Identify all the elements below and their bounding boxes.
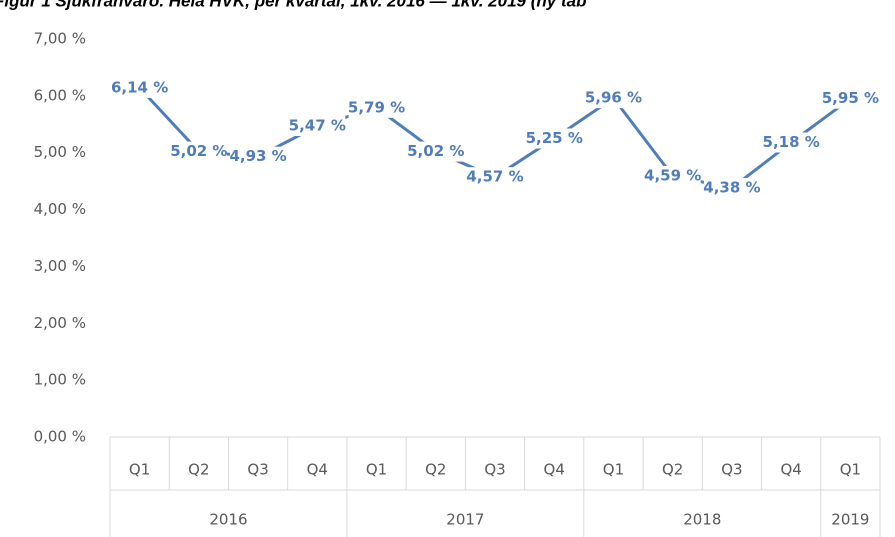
x-tick-label: Q1 — [366, 461, 387, 479]
data-label: 5,18 % — [763, 133, 820, 151]
data-label: 6,14 % — [111, 78, 168, 96]
data-label-bg — [763, 132, 820, 153]
data-label: 4,57 % — [466, 168, 523, 186]
data-label-bg — [585, 88, 642, 109]
data-label-bg — [111, 77, 168, 98]
x-tick-label: Q4 — [544, 461, 565, 479]
data-label-bg — [822, 88, 879, 109]
data-label-bg — [644, 166, 701, 187]
data-label: 5,79 % — [348, 98, 405, 116]
group-label: 2017 — [446, 511, 484, 529]
y-tick-label: 1,00 % — [34, 371, 86, 389]
data-label: 5,02 % — [407, 142, 464, 160]
x-tick-label: Q4 — [780, 461, 801, 479]
group-label: 2018 — [683, 511, 721, 529]
x-tick-label: Q2 — [188, 461, 209, 479]
data-label-bg — [467, 167, 523, 188]
x-tick-label: Q3 — [484, 461, 505, 479]
y-tick-label: 0,00 % — [34, 428, 86, 446]
chart-title: Figur 1 Sjukfrånvaro. Hela HVK, per kvar… — [0, 0, 586, 10]
data-label-bg — [526, 128, 583, 149]
y-tick-label: 2,00 % — [34, 314, 86, 332]
data-label-bg — [289, 115, 346, 136]
x-tick-label: Q2 — [662, 461, 683, 479]
data-label-bg — [230, 146, 287, 167]
y-tick-label: 5,00 % — [34, 143, 86, 161]
x-tick-label: Q2 — [425, 461, 446, 479]
data-label: 5,95 % — [822, 89, 879, 107]
y-tick-label: 4,00 % — [34, 200, 86, 218]
data-label-bg — [407, 141, 464, 162]
data-label: 5,47 % — [289, 116, 346, 134]
data-label-bg — [703, 177, 760, 198]
y-tick-label: 7,00 % — [34, 30, 86, 48]
data-label: 4,93 % — [229, 147, 286, 165]
x-tick-label: Q1 — [603, 461, 624, 479]
data-label: 5,02 % — [170, 142, 227, 160]
data-label: 4,38 % — [703, 178, 760, 196]
group-label: 2016 — [209, 511, 247, 529]
group-label: 2019 — [831, 511, 869, 529]
x-tick-label: Q3 — [247, 461, 268, 479]
data-label: 5,25 % — [526, 129, 583, 147]
x-tick-label: Q4 — [307, 461, 328, 479]
y-tick-label: 6,00 % — [34, 86, 86, 104]
data-label: 4,59 % — [644, 167, 701, 185]
y-tick-label: 3,00 % — [34, 257, 86, 275]
x-tick-label: Q1 — [129, 461, 150, 479]
x-tick-label: Q1 — [840, 461, 861, 479]
data-label: 5,96 % — [585, 89, 642, 107]
data-label-bg — [348, 97, 405, 118]
x-tick-label: Q3 — [721, 461, 742, 479]
data-label-bg — [170, 141, 227, 162]
